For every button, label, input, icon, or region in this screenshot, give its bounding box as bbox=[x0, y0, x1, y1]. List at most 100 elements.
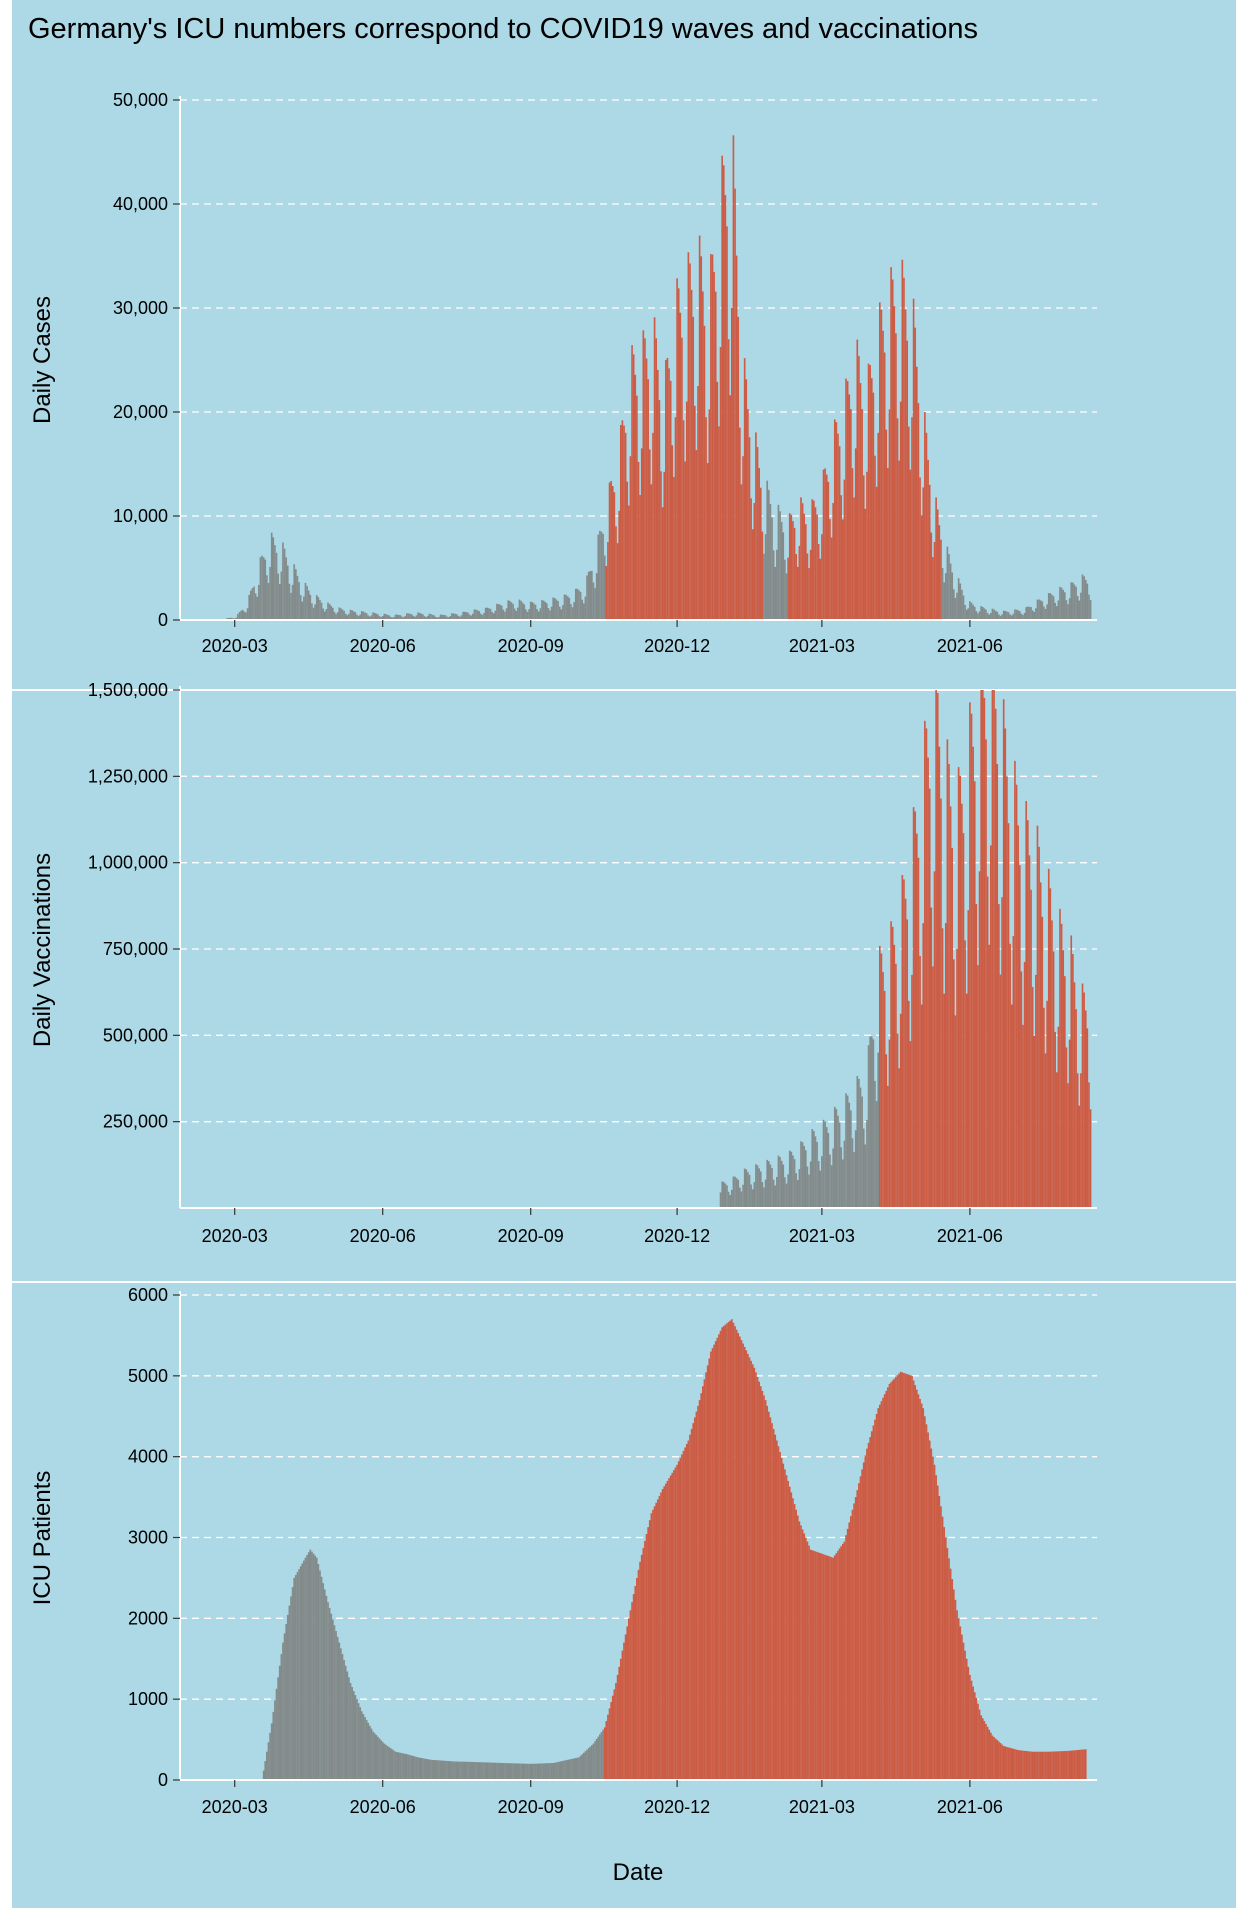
bar bbox=[327, 602, 329, 620]
bar bbox=[764, 1179, 767, 1208]
bar bbox=[944, 573, 947, 620]
bar bbox=[816, 514, 818, 620]
bar bbox=[1060, 923, 1063, 1208]
area-segment bbox=[702, 1386, 704, 1780]
area-segment bbox=[463, 1761, 466, 1780]
area-segment bbox=[1047, 1751, 1050, 1780]
bar bbox=[878, 945, 881, 1208]
area-segment bbox=[780, 1457, 783, 1780]
area-segment bbox=[840, 1546, 843, 1780]
bar bbox=[840, 1147, 843, 1208]
area-segment bbox=[1014, 1749, 1016, 1780]
area-segment bbox=[542, 1763, 545, 1780]
area-segment bbox=[648, 1520, 651, 1780]
area-segment bbox=[920, 1403, 923, 1780]
bar bbox=[496, 603, 498, 620]
area-segment bbox=[375, 1734, 378, 1780]
bar bbox=[338, 607, 341, 620]
area-segment bbox=[914, 1385, 917, 1780]
bar bbox=[829, 1154, 831, 1208]
area-segment bbox=[660, 1492, 662, 1780]
bar bbox=[1089, 599, 1092, 620]
bar bbox=[710, 254, 712, 620]
area-segment bbox=[1080, 1749, 1082, 1780]
area-segment bbox=[595, 1739, 598, 1780]
area-segment bbox=[439, 1760, 442, 1780]
bar bbox=[626, 481, 629, 620]
bar bbox=[885, 1054, 888, 1208]
area-segment bbox=[553, 1762, 556, 1780]
bar bbox=[893, 306, 896, 620]
area-segment bbox=[320, 1576, 323, 1780]
bar bbox=[985, 739, 987, 1208]
bar bbox=[759, 1171, 762, 1208]
bar bbox=[906, 919, 908, 1208]
bar bbox=[912, 807, 915, 1208]
bar bbox=[1046, 1000, 1048, 1208]
area-segment bbox=[341, 1654, 344, 1780]
bar bbox=[552, 597, 555, 620]
area-segment bbox=[673, 1470, 675, 1780]
bar bbox=[835, 422, 838, 620]
bar bbox=[969, 702, 971, 1208]
bar bbox=[352, 611, 355, 620]
bar bbox=[1060, 587, 1063, 620]
bar bbox=[632, 354, 635, 620]
bar bbox=[1059, 586, 1061, 620]
bar bbox=[796, 566, 799, 620]
bar bbox=[1020, 613, 1023, 620]
area-segment bbox=[591, 1745, 593, 1780]
bar bbox=[890, 267, 892, 620]
area-segment bbox=[727, 1321, 730, 1780]
area-segment bbox=[328, 1607, 331, 1780]
area-segment bbox=[1002, 1746, 1005, 1780]
area-segment bbox=[531, 1763, 534, 1780]
bar bbox=[1059, 908, 1061, 1208]
bar bbox=[751, 1189, 754, 1208]
bar bbox=[278, 584, 281, 620]
area-segment bbox=[869, 1437, 872, 1780]
area-segment bbox=[504, 1763, 506, 1780]
area-segment bbox=[940, 1506, 942, 1780]
bar bbox=[330, 605, 333, 620]
bar bbox=[993, 609, 995, 620]
area-segment bbox=[325, 1595, 328, 1780]
area-segment bbox=[856, 1490, 859, 1780]
area-segment bbox=[1022, 1750, 1024, 1780]
bar bbox=[365, 613, 368, 620]
bar bbox=[312, 607, 315, 620]
bar bbox=[296, 575, 299, 620]
area-segment bbox=[813, 1550, 815, 1780]
area-segment bbox=[986, 1726, 989, 1780]
area-segment bbox=[393, 1750, 395, 1780]
area-segment bbox=[708, 1358, 711, 1780]
bar bbox=[777, 504, 780, 620]
area-segment bbox=[296, 1572, 299, 1780]
area-segment bbox=[394, 1751, 397, 1780]
bar bbox=[629, 456, 632, 620]
bar bbox=[229, 617, 231, 620]
bar bbox=[972, 746, 974, 1208]
bar bbox=[737, 1179, 740, 1208]
x-tick-label: 2020-06 bbox=[350, 1226, 416, 1246]
bar bbox=[454, 613, 456, 620]
area-segment bbox=[356, 1699, 358, 1780]
area-segment bbox=[267, 1742, 270, 1780]
bar bbox=[967, 910, 970, 1208]
y-tick-label: 5000 bbox=[128, 1366, 168, 1386]
bar bbox=[613, 492, 616, 620]
area-segment bbox=[714, 1341, 717, 1780]
bar bbox=[846, 381, 849, 620]
area-segment bbox=[338, 1642, 341, 1780]
bar bbox=[1062, 589, 1065, 620]
area-segment bbox=[890, 1382, 892, 1780]
bar bbox=[402, 617, 405, 620]
area-segment bbox=[362, 1714, 365, 1780]
bar bbox=[438, 616, 440, 620]
bar bbox=[803, 513, 806, 620]
area-segment bbox=[309, 1549, 312, 1780]
area-segment bbox=[846, 1528, 849, 1780]
area-segment bbox=[496, 1762, 498, 1780]
area-segment bbox=[716, 1337, 719, 1780]
bar bbox=[972, 604, 974, 620]
